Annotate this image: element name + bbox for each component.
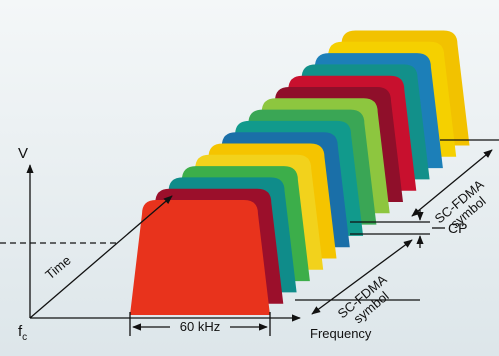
bandwidth-label: 60 kHz [180,319,220,334]
frequency-label: Frequency [310,326,372,341]
subscript: c [22,332,27,343]
diagram: V Time fc 60 kHz Frequency CP SC-FDMA sy… [0,0,499,356]
subcarrier [130,200,270,315]
v-label: V [18,145,28,162]
